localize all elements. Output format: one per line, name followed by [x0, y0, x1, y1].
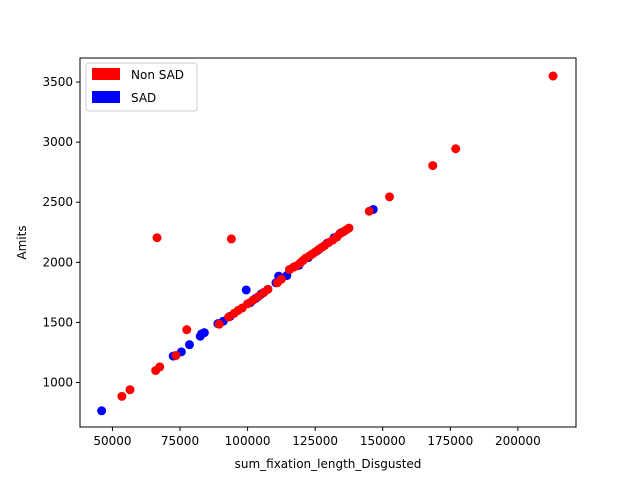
- data-point-non-sad: [428, 161, 438, 171]
- points-layer: [97, 71, 558, 416]
- x-tick-label: 150000: [360, 434, 406, 448]
- legend-label-non-sad: Non SAD: [131, 68, 184, 82]
- data-point-sad: [97, 406, 107, 416]
- x-axis-label: sum_fixation_length_Disgusted: [235, 457, 422, 471]
- data-point-non-sad: [155, 362, 165, 372]
- data-point-non-sad: [125, 385, 135, 395]
- data-point-non-sad: [214, 319, 224, 329]
- data-point-non-sad: [384, 192, 394, 202]
- x-axis: 50000 75000 100000 125000 150000 175000 200000: [93, 427, 541, 448]
- data-point-non-sad: [364, 206, 374, 216]
- data-point-non-sad: [152, 233, 162, 243]
- y-axis-label: Amits: [15, 225, 29, 259]
- data-point-non-sad: [171, 350, 181, 360]
- data-point-non-sad: [548, 71, 558, 81]
- data-point-non-sad: [117, 391, 127, 401]
- data-point-non-sad: [276, 274, 286, 284]
- x-tick-label: 100000: [225, 434, 271, 448]
- data-point-non-sad: [451, 144, 461, 154]
- legend: Non SAD SAD: [85, 62, 198, 112]
- legend-label-sad: SAD: [131, 91, 156, 105]
- x-tick-label: 75000: [161, 434, 199, 448]
- data-point-sad: [184, 340, 194, 350]
- legend-swatch-sad: [92, 91, 120, 103]
- data-point-non-sad: [182, 325, 192, 335]
- y-tick-label: 2500: [42, 195, 73, 209]
- x-tick-label: 175000: [427, 434, 473, 448]
- y-tick-label: 3000: [42, 135, 73, 149]
- x-tick-label: 125000: [292, 434, 338, 448]
- data-point-non-sad: [226, 234, 236, 244]
- data-point-sad: [199, 328, 209, 338]
- y-tick-label: 1000: [42, 376, 73, 390]
- y-tick-label: 1500: [42, 315, 73, 329]
- data-point-non-sad: [344, 223, 354, 233]
- y-tick-label: 3500: [42, 75, 73, 89]
- x-tick-label: 200000: [495, 434, 541, 448]
- data-point-sad: [241, 285, 251, 295]
- legend-swatch-non-sad: [92, 68, 120, 80]
- plot-frame: [79, 57, 577, 428]
- y-tick-label: 2000: [42, 255, 73, 269]
- data-point-non-sad: [263, 284, 273, 294]
- x-tick-label: 50000: [93, 434, 131, 448]
- y-axis: 1000 1500 2000 2500 3000 3500: [42, 75, 80, 390]
